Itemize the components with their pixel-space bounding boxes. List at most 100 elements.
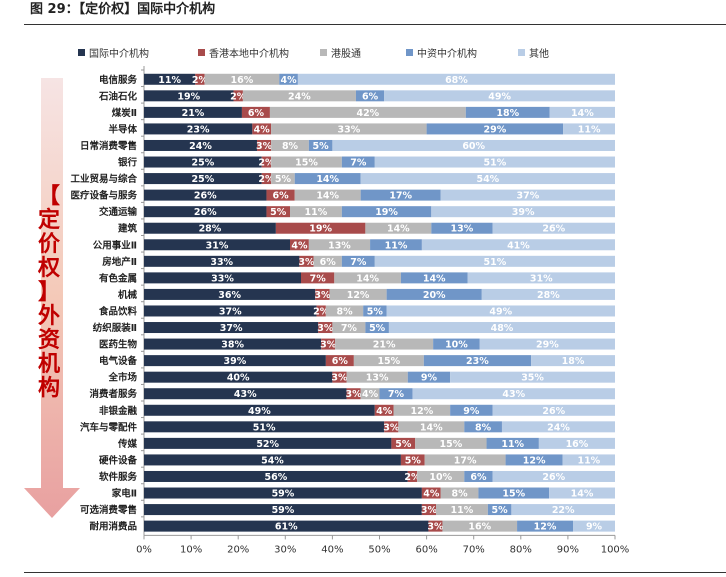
bar-segment <box>440 189 615 201</box>
category-label: 可选消费零售 <box>80 504 137 516</box>
data-label: 3% <box>314 290 331 301</box>
data-label: 16% <box>468 522 491 533</box>
bar-segment <box>487 504 512 516</box>
bar-segment <box>144 305 317 317</box>
data-label: 49% <box>489 306 512 317</box>
data-label: 4% <box>291 240 308 251</box>
legend-item: 中资中介机构 <box>406 45 518 60</box>
bar-segment <box>144 239 291 251</box>
bar-segment <box>573 520 615 532</box>
data-label: 16% <box>231 75 254 86</box>
data-label: 42% <box>356 108 379 119</box>
data-label: 11% <box>577 455 600 466</box>
data-label: 31% <box>530 273 553 284</box>
bar-segment <box>144 404 375 416</box>
bar-segment <box>144 454 401 466</box>
category-label: 日常消费零售 <box>80 140 137 152</box>
data-label: 25% <box>192 174 215 185</box>
bar-segment <box>144 520 429 532</box>
bar-segment <box>549 106 615 118</box>
bar-segment <box>308 239 371 251</box>
data-label: 13% <box>451 224 474 235</box>
bar-segment <box>407 470 418 482</box>
data-label: 26% <box>542 472 565 483</box>
bar-segment <box>424 454 506 466</box>
bar-segment <box>517 520 574 532</box>
bar-segment <box>195 73 205 85</box>
bar-segment <box>492 470 615 482</box>
data-label: 6% <box>332 356 349 367</box>
bar-segment <box>412 388 615 400</box>
x-tick-label: 90% <box>557 544 579 555</box>
data-label: 52% <box>256 439 279 450</box>
data-label: 40% <box>227 373 250 384</box>
data-label: 5% <box>395 439 412 450</box>
data-label: 14% <box>316 174 339 185</box>
bar-segment <box>346 371 408 383</box>
data-label: 5% <box>369 323 386 334</box>
category-label: 汽车与零配件 <box>80 421 138 433</box>
bar-segment <box>531 355 615 367</box>
data-label: 14% <box>571 108 594 119</box>
bar-segment <box>450 371 615 383</box>
data-label: 37% <box>219 306 242 317</box>
bar-segment <box>332 371 347 383</box>
data-label: 61% <box>275 522 298 533</box>
bar-segment <box>400 272 468 284</box>
bar-segment <box>407 371 451 383</box>
data-label: 3% <box>256 141 273 152</box>
bar-segment <box>301 272 335 284</box>
bar-segment <box>501 421 615 433</box>
legend-item: 其他 <box>518 45 578 60</box>
category-label: 工业贸易与综合 <box>70 173 137 185</box>
bar-segment <box>341 156 375 168</box>
bar-segment <box>365 322 389 334</box>
bar-segment <box>290 239 309 251</box>
x-tick-label: 40% <box>321 544 343 555</box>
bar-segment <box>478 487 550 499</box>
x-tick-label: 20% <box>227 544 249 555</box>
data-label: 14% <box>356 273 379 284</box>
bar-segment <box>436 504 488 516</box>
data-label: 2% <box>258 158 275 169</box>
data-label: 19% <box>309 224 332 235</box>
bar-segment <box>355 90 385 102</box>
bar-segment <box>144 437 392 449</box>
data-label: 9% <box>586 522 603 533</box>
data-label: 56% <box>265 472 288 483</box>
data-label: 12% <box>411 406 434 417</box>
bar-segment <box>290 206 342 218</box>
category-label: 全市场 <box>107 372 137 384</box>
bar-segment <box>421 487 441 499</box>
bar-segment <box>384 421 399 433</box>
bar-segment <box>505 454 563 466</box>
data-label: 21% <box>373 340 396 351</box>
data-label: 39% <box>512 207 535 218</box>
data-label: 54% <box>261 455 284 466</box>
bar-segment <box>144 487 422 499</box>
bar-segment <box>442 520 518 532</box>
data-label: 20% <box>423 290 446 301</box>
top-rule <box>24 24 726 25</box>
bar-segment <box>341 255 375 267</box>
bar-segment <box>440 487 479 499</box>
bar-segment <box>242 90 356 102</box>
bar-segment <box>549 487 615 499</box>
legend-swatch <box>78 49 85 56</box>
data-label: 3% <box>427 522 444 533</box>
bar-segment <box>428 520 443 532</box>
data-label: 13% <box>366 373 389 384</box>
data-label: 2% <box>192 75 209 86</box>
data-label: 11% <box>385 240 408 251</box>
data-label: 14% <box>316 191 339 202</box>
bar-segment <box>271 173 295 185</box>
bar-segment <box>391 437 416 449</box>
data-label: 37% <box>220 323 243 334</box>
data-label: 3% <box>317 323 334 334</box>
bar-segment <box>450 404 493 416</box>
data-label: 23% <box>466 356 489 367</box>
bar-segment <box>538 437 615 449</box>
legend-label: 香港本地中介机构 <box>209 49 289 60</box>
data-label: 38% <box>221 340 244 351</box>
